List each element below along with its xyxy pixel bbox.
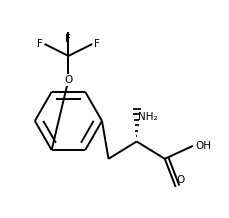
Text: F: F <box>94 39 100 49</box>
Text: O: O <box>176 175 184 185</box>
Text: OH: OH <box>194 141 210 151</box>
Text: F: F <box>65 34 71 44</box>
Text: O: O <box>64 75 72 85</box>
Text: NH₂: NH₂ <box>137 112 157 122</box>
Text: F: F <box>36 39 42 49</box>
